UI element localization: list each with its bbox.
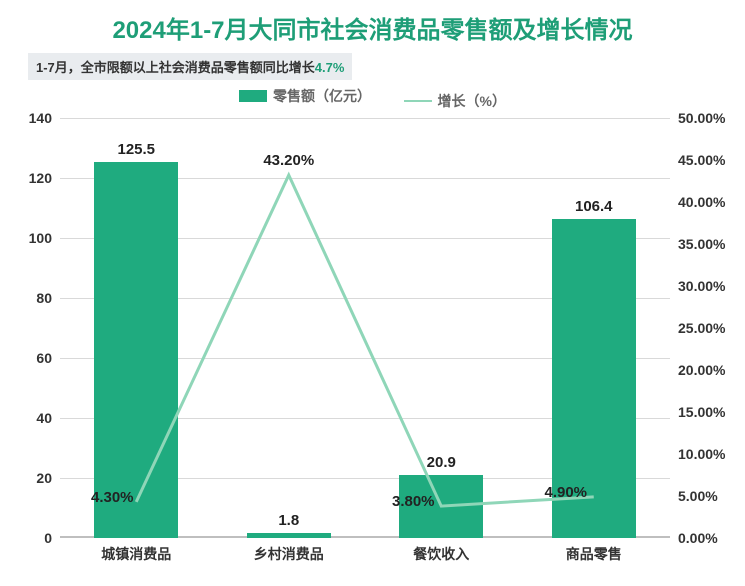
chart-title: 2024年1-7月大同市社会消费品零售额及增长情况 <box>0 0 745 45</box>
legend-bar-label: 零售额（亿元） <box>273 86 371 106</box>
y1-tick-label: 140 <box>29 110 52 126</box>
line-value-label: 43.20% <box>263 152 314 169</box>
subtitle-box: 1-7月，全市限额以上社会消费品零售额同比增长4.7% <box>28 53 352 80</box>
y2-tick-label: 5.00% <box>678 488 718 504</box>
y2-tick-label: 10.00% <box>678 446 725 462</box>
plot-area: 0204060801001201400.00%5.00%10.00%15.00%… <box>60 118 670 538</box>
y1-tick-label: 60 <box>36 350 52 366</box>
legend-item-bar: 零售额（亿元） <box>239 86 371 106</box>
x-tick-label: 商品零售 <box>566 544 622 564</box>
y2-tick-label: 30.00% <box>678 278 725 294</box>
subtitle-highlight: 4.7% <box>315 60 345 75</box>
y1-tick-label: 20 <box>36 470 52 486</box>
y1-tick-label: 40 <box>36 410 52 426</box>
legend: 零售额（亿元） 增长（%） <box>0 86 745 111</box>
line-value-label: 4.30% <box>91 489 134 506</box>
y2-tick-label: 45.00% <box>678 152 725 168</box>
y2-tick-label: 35.00% <box>678 236 725 252</box>
y2-tick-label: 0.00% <box>678 530 718 546</box>
line-value-label: 4.90% <box>544 484 587 501</box>
legend-line-swatch <box>404 100 432 102</box>
y2-tick-label: 50.00% <box>678 110 725 126</box>
x-tick-label: 城镇消费品 <box>101 544 171 564</box>
y2-tick-label: 20.00% <box>678 362 725 378</box>
legend-bar-swatch <box>239 90 267 102</box>
y2-tick-label: 15.00% <box>678 404 725 420</box>
x-tick-label: 餐饮收入 <box>413 544 469 564</box>
x-tick-label: 乡村消费品 <box>254 544 324 564</box>
line-value-label: 3.80% <box>392 493 435 510</box>
y1-tick-label: 100 <box>29 230 52 246</box>
y2-tick-label: 25.00% <box>678 320 725 336</box>
legend-line-label: 增长（%） <box>438 91 506 111</box>
legend-item-line: 增长（%） <box>404 91 506 111</box>
growth-line <box>60 118 670 538</box>
y2-tick-label: 40.00% <box>678 194 725 210</box>
y1-tick-label: 120 <box>29 170 52 186</box>
y1-tick-label: 80 <box>36 290 52 306</box>
y1-tick-label: 0 <box>44 530 52 546</box>
subtitle-prefix: 1-7月，全市限额以上社会消费品零售额同比增长 <box>36 60 315 75</box>
